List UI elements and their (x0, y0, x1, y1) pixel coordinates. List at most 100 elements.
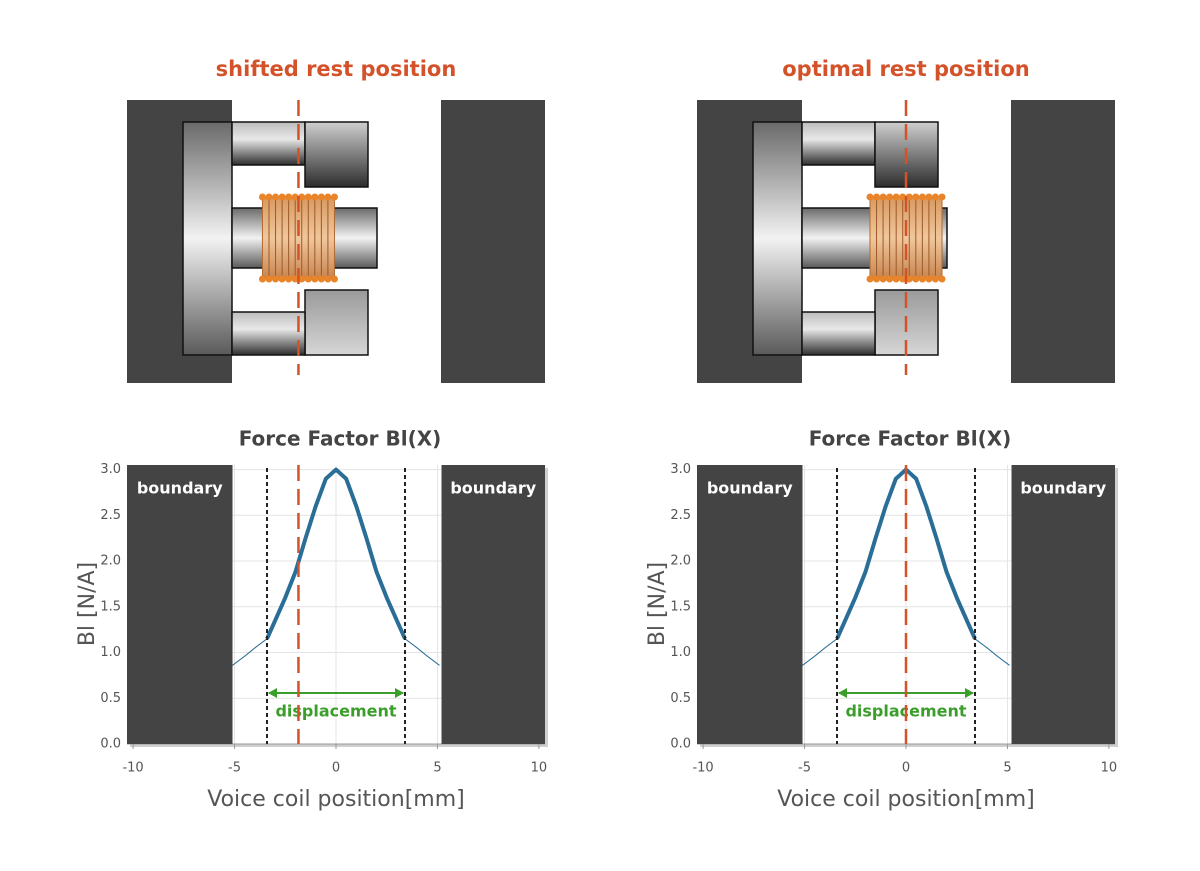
coil-dot (304, 193, 312, 201)
x-axis-label: Voice coil position[mm] (777, 787, 1034, 812)
y-tick-label: 0.0 (670, 737, 691, 752)
boundary (1011, 465, 1115, 744)
chart-title: Force Factor Bl(X) (239, 427, 442, 451)
x-tick-label: -10 (692, 761, 713, 776)
panel-heading: optimal rest position (782, 57, 1029, 81)
coil-dot (892, 193, 900, 201)
coil-dot (258, 275, 266, 283)
back-plate (182, 121, 233, 356)
boundary-label: boundary (1020, 479, 1106, 498)
arrow-head (964, 688, 974, 698)
y-axis-label: Bl [N/A] (645, 562, 670, 646)
coil-dot (265, 275, 273, 283)
panel-heading: shifted rest position (216, 57, 457, 81)
coil-dot (298, 193, 306, 201)
boundary-label: boundary (450, 479, 536, 498)
coil-dot (899, 193, 907, 201)
coil-dot (330, 275, 338, 283)
bl-curve (265, 467, 407, 640)
coil-dot (265, 193, 273, 201)
y-tick-label: 1.5 (670, 599, 691, 614)
coil-dot (330, 193, 338, 201)
x-tick-label: 0 (902, 761, 910, 776)
coil-dot (892, 275, 900, 283)
coil-dot (866, 275, 874, 283)
coil-dot (905, 275, 913, 283)
coil-dot (879, 275, 887, 283)
coil-dot (298, 275, 306, 283)
coil-dot (285, 193, 293, 201)
coil-dot (938, 193, 946, 201)
boundary-label: boundary (137, 479, 223, 498)
x-axis-label: Voice coil position[mm] (207, 787, 464, 812)
panel: shifted rest position Force Factor Bl(X) 0… (75, 57, 548, 812)
pole-block (1011, 100, 1115, 383)
y-tick-label: 2.5 (100, 508, 121, 523)
y-tick-label: 3.0 (670, 462, 691, 477)
y-tick-label: 3.0 (100, 462, 121, 477)
coil-dot (317, 275, 325, 283)
coil-dot (291, 275, 299, 283)
boundary-label: boundary (707, 479, 793, 498)
coil-dot (324, 275, 332, 283)
coil-dot (886, 275, 894, 283)
top-arm (801, 121, 876, 166)
coil-dot (918, 275, 926, 283)
x-tick-label: 5 (433, 761, 441, 776)
top-pole (304, 121, 369, 188)
coil-dot (905, 193, 913, 201)
y-tick-label: 1.0 (100, 645, 121, 660)
coil-dot (278, 193, 286, 201)
coil-dot (899, 275, 907, 283)
coil-dot (311, 275, 319, 283)
y-tick-label: 1.0 (670, 645, 691, 660)
coil-dot (879, 193, 887, 201)
x-tick-label: 10 (1101, 761, 1118, 776)
y-tick-label: 2.0 (670, 554, 691, 569)
bottom-arm (801, 311, 876, 356)
coil-dot (311, 193, 319, 201)
coil-dot (866, 193, 874, 201)
displacement-label: displacement (275, 702, 396, 721)
y-tick-label: 2.0 (100, 554, 121, 569)
coil-dot (931, 275, 939, 283)
coil-dot (938, 275, 946, 283)
bottom-arm (231, 311, 306, 356)
x-tick-label: -5 (798, 761, 811, 776)
y-tick-label: 0.5 (670, 691, 691, 706)
coil-dot (873, 193, 881, 201)
coil-dot (912, 193, 920, 201)
boundary (441, 465, 545, 744)
coil-dot (324, 193, 332, 201)
coil-dot (317, 193, 325, 201)
x-tick-label: 0 (332, 761, 340, 776)
y-tick-label: 0.0 (100, 737, 121, 752)
coil-dot (912, 275, 920, 283)
arrow-head (268, 688, 278, 698)
panel: optimal rest position Force Factor Bl(X) 0… (645, 57, 1118, 812)
bottom-pole (304, 289, 369, 356)
coil-dot (873, 275, 881, 283)
coil-dot (291, 193, 299, 201)
x-tick-label: 5 (1003, 761, 1011, 776)
x-tick-label: 10 (531, 761, 548, 776)
chart-title: Force Factor Bl(X) (809, 427, 1012, 451)
coil-dot (258, 193, 266, 201)
coil-dot (304, 275, 312, 283)
coil-dot (285, 275, 293, 283)
coil-dot (925, 193, 933, 201)
coil-dot (925, 275, 933, 283)
arrow-head (394, 688, 404, 698)
coil-dot (278, 275, 286, 283)
top-arm (231, 121, 306, 166)
coil-dot (272, 275, 280, 283)
pole-block (441, 100, 545, 383)
arrow-head (838, 688, 848, 698)
coil-dot (931, 193, 939, 201)
back-plate (752, 121, 803, 356)
coil-dot (918, 193, 926, 201)
coil-dot (272, 193, 280, 201)
y-tick-label: 0.5 (100, 691, 121, 706)
y-tick-label: 2.5 (670, 508, 691, 523)
